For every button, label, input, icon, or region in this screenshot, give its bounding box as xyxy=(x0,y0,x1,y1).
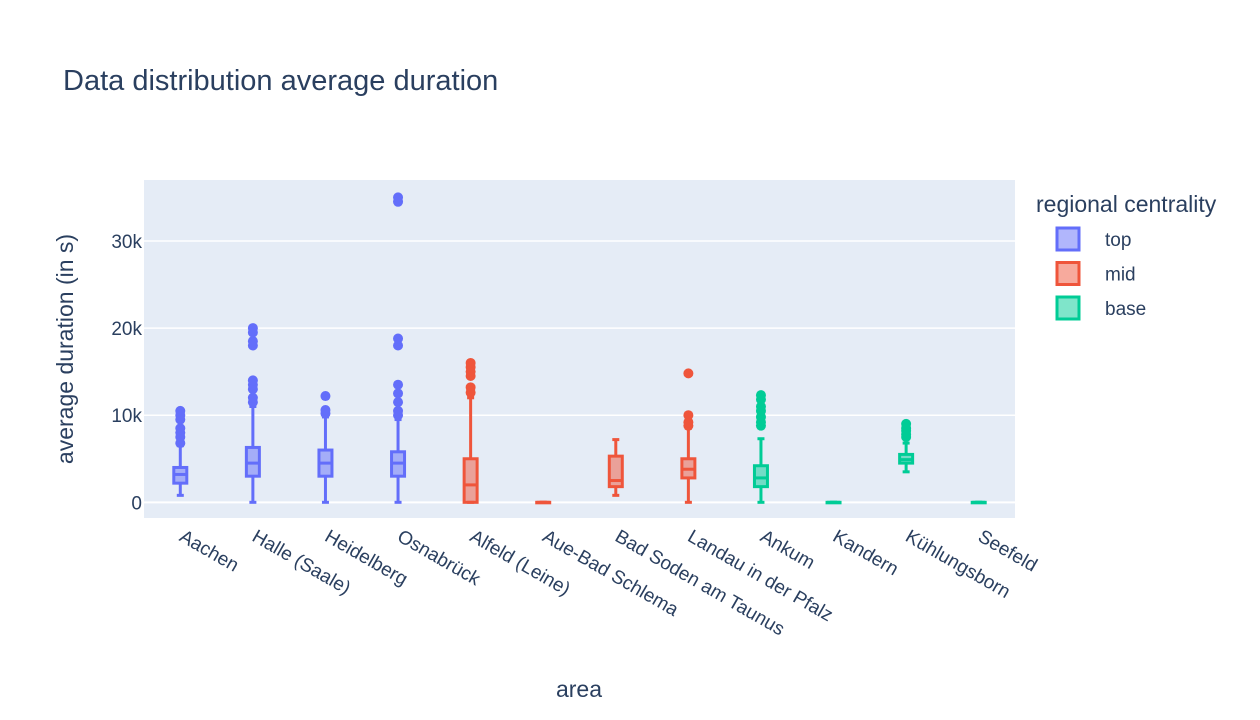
box-series xyxy=(172,192,987,505)
outlier-point xyxy=(393,405,404,416)
box-base xyxy=(752,390,769,504)
box-mid xyxy=(535,500,552,505)
outlier-point xyxy=(175,405,186,416)
box-top xyxy=(244,323,261,504)
box-top xyxy=(317,391,334,504)
outlier-point xyxy=(393,340,404,351)
y-axis-ticks: 0 10k 20k 30k xyxy=(111,232,142,514)
outlier-point xyxy=(320,404,331,415)
legend: regional centrality top mid base xyxy=(1036,191,1217,321)
x-axis-title: area xyxy=(556,676,602,702)
gridlines xyxy=(144,240,1015,504)
box-base xyxy=(898,418,915,474)
outlier-point xyxy=(465,382,476,393)
box-iqr xyxy=(607,454,624,489)
y-tick-label: 10k xyxy=(111,406,142,427)
outlier-point xyxy=(393,192,404,203)
chart-title: Data distribution average duration xyxy=(63,65,498,97)
box-mid xyxy=(680,368,697,504)
outlier-point xyxy=(393,379,404,390)
outlier-point xyxy=(465,357,476,368)
box-iqr xyxy=(462,457,479,504)
y-tick-label: 30k xyxy=(111,232,142,253)
x-tick-label: Kandern xyxy=(829,526,902,580)
outlier-point xyxy=(247,392,258,403)
box-base xyxy=(825,500,842,505)
outlier-point xyxy=(247,323,258,334)
outlier-point xyxy=(755,401,766,412)
legend-label-top: top xyxy=(1105,230,1131,251)
x-axis-ticks: Aachen Halle (Saale)HeidelbergOsnabrückAl… xyxy=(176,526,1041,640)
legend-label-mid: mid xyxy=(1105,265,1136,286)
outlier-point xyxy=(320,391,331,402)
outlier-point xyxy=(247,375,258,386)
outlier-point xyxy=(901,418,912,429)
box-base xyxy=(970,500,987,505)
box-mid xyxy=(462,357,479,504)
legend-label-base: base xyxy=(1105,299,1146,320)
outlier-point xyxy=(393,333,404,344)
outlier-point xyxy=(247,336,258,347)
y-axis-title: average duration (in s) xyxy=(52,234,78,464)
outlier-point xyxy=(755,390,766,401)
legend-swatch-top xyxy=(1055,226,1081,252)
box-mid xyxy=(607,438,624,497)
x-tick-label: Aachen xyxy=(176,526,242,576)
legend-swatch-mid xyxy=(1055,261,1081,286)
box-top xyxy=(172,405,189,497)
box-top xyxy=(390,192,407,504)
outlier-point xyxy=(393,388,404,399)
y-tick-label: 20k xyxy=(111,319,142,340)
legend-title: regional centrality xyxy=(1036,191,1217,217)
legend-swatch-base xyxy=(1055,295,1081,321)
box-iqr xyxy=(752,464,769,489)
outlier-point xyxy=(683,368,694,379)
plot-area xyxy=(144,180,1015,518)
outlier-point xyxy=(393,397,404,408)
y-tick-label: 0 xyxy=(131,493,142,514)
outlier-point xyxy=(175,423,186,434)
outlier-point xyxy=(683,417,694,428)
outlier-point xyxy=(683,410,694,421)
